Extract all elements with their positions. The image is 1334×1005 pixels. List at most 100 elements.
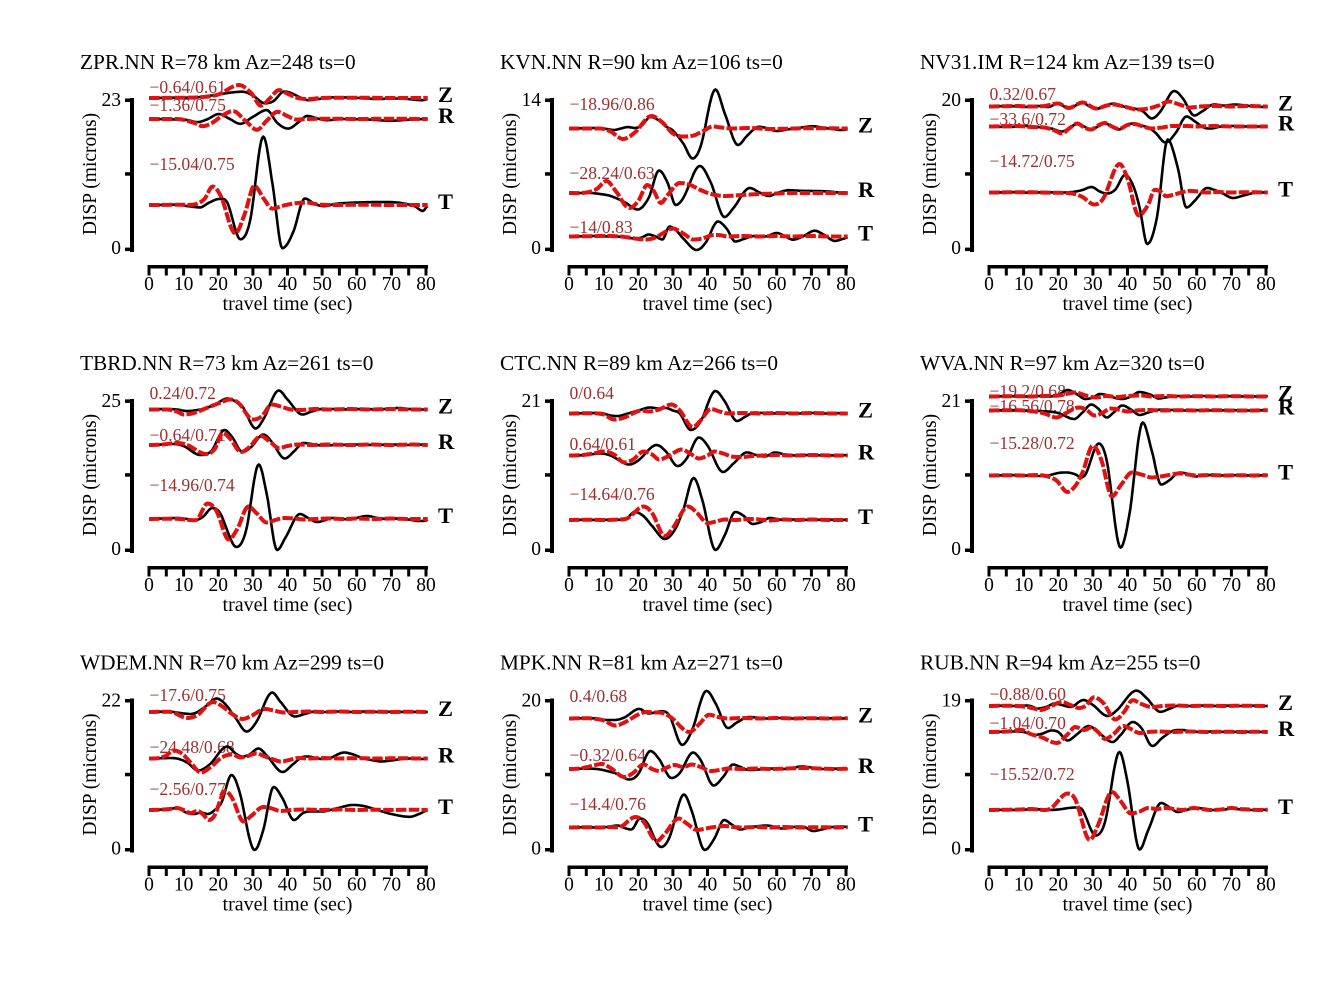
svg-text:T: T <box>1278 794 1293 819</box>
svg-text:20: 20 <box>628 875 648 896</box>
svg-text:Z: Z <box>858 113 873 138</box>
svg-text:WVA.NN R=97 km Az=320 ts=0: WVA.NN R=97 km Az=320 ts=0 <box>920 351 1205 375</box>
svg-text:R: R <box>858 440 875 465</box>
svg-text:20: 20 <box>208 274 228 295</box>
svg-text:50: 50 <box>312 875 332 896</box>
svg-text:40: 40 <box>1118 274 1138 295</box>
svg-text:travel time (sec): travel time (sec) <box>643 894 773 916</box>
svg-text:R: R <box>1278 395 1295 420</box>
svg-text:10: 10 <box>174 575 194 596</box>
svg-text:30: 30 <box>243 274 263 295</box>
svg-text:−14/0.83: −14/0.83 <box>570 217 633 237</box>
svg-text:60: 60 <box>1187 875 1207 896</box>
svg-text:40: 40 <box>1118 875 1138 896</box>
svg-text:DISP (microns): DISP (microns) <box>500 113 521 235</box>
svg-text:travel time (sec): travel time (sec) <box>1063 594 1193 616</box>
svg-text:20: 20 <box>942 90 962 111</box>
svg-text:−15.04/0.75: −15.04/0.75 <box>150 154 235 174</box>
svg-text:DISP (microns): DISP (microns) <box>500 713 521 835</box>
svg-text:60: 60 <box>347 274 367 295</box>
svg-text:19: 19 <box>942 690 962 711</box>
svg-text:80: 80 <box>836 274 856 295</box>
svg-text:travel time (sec): travel time (sec) <box>223 894 353 916</box>
svg-text:−15.28/0.72: −15.28/0.72 <box>990 433 1075 453</box>
svg-text:50: 50 <box>732 875 752 896</box>
svg-text:30: 30 <box>663 875 683 896</box>
svg-text:40: 40 <box>698 274 718 295</box>
svg-text:travel time (sec): travel time (sec) <box>1063 293 1193 315</box>
svg-text:KVN.NN R=90 km Az=106 ts=0: KVN.NN R=90 km Az=106 ts=0 <box>500 50 783 74</box>
svg-text:R: R <box>858 177 875 202</box>
svg-text:80: 80 <box>1256 274 1276 295</box>
svg-text:80: 80 <box>836 575 856 596</box>
svg-text:60: 60 <box>347 575 367 596</box>
svg-text:0: 0 <box>564 875 574 896</box>
svg-text:30: 30 <box>663 274 683 295</box>
svg-text:−17.6/0.75: −17.6/0.75 <box>150 685 227 705</box>
svg-text:R: R <box>1278 111 1295 136</box>
svg-text:travel time (sec): travel time (sec) <box>643 594 773 616</box>
svg-text:20: 20 <box>522 690 542 711</box>
svg-text:T: T <box>438 503 453 528</box>
svg-text:60: 60 <box>767 274 787 295</box>
svg-text:0: 0 <box>951 238 961 259</box>
svg-text:10: 10 <box>174 875 194 896</box>
svg-text:50: 50 <box>312 274 332 295</box>
svg-text:30: 30 <box>243 575 263 596</box>
svg-text:0: 0 <box>984 875 994 896</box>
svg-text:travel time (sec): travel time (sec) <box>223 293 353 315</box>
svg-text:travel time (sec): travel time (sec) <box>223 594 353 616</box>
svg-text:21: 21 <box>942 391 962 412</box>
svg-text:10: 10 <box>594 274 614 295</box>
svg-text:10: 10 <box>174 274 194 295</box>
svg-text:20: 20 <box>628 274 648 295</box>
svg-text:−14.4/0.76: −14.4/0.76 <box>570 794 647 814</box>
svg-text:−15.52/0.72: −15.52/0.72 <box>990 764 1075 784</box>
svg-text:−14.64/0.76: −14.64/0.76 <box>570 484 655 504</box>
svg-text:R: R <box>438 103 455 128</box>
svg-text:T: T <box>1278 460 1293 485</box>
svg-text:40: 40 <box>698 875 718 896</box>
svg-text:30: 30 <box>1083 274 1103 295</box>
svg-text:0: 0 <box>531 839 541 860</box>
svg-text:T: T <box>1278 177 1293 202</box>
svg-text:70: 70 <box>1222 274 1242 295</box>
svg-text:80: 80 <box>416 875 436 896</box>
svg-text:T: T <box>438 189 453 214</box>
svg-text:TBRD.NN R=73 km Az=261 ts=0: TBRD.NN R=73 km Az=261 ts=0 <box>80 351 373 375</box>
svg-text:−28.24/0.63: −28.24/0.63 <box>570 163 655 183</box>
svg-text:ZPR.NN R=78 km Az=248 ts=0: ZPR.NN R=78 km Az=248 ts=0 <box>80 50 356 74</box>
svg-text:30: 30 <box>243 875 263 896</box>
svg-text:20: 20 <box>1048 575 1068 596</box>
svg-text:DISP (microns): DISP (microns) <box>500 414 521 536</box>
svg-text:R: R <box>1278 716 1295 741</box>
svg-text:70: 70 <box>1222 575 1242 596</box>
svg-text:R: R <box>858 753 875 778</box>
svg-text:T: T <box>858 221 873 246</box>
svg-text:60: 60 <box>767 875 787 896</box>
svg-text:−14.96/0.74: −14.96/0.74 <box>150 475 235 495</box>
svg-text:80: 80 <box>836 875 856 896</box>
svg-text:T: T <box>858 504 873 529</box>
svg-text:80: 80 <box>416 575 436 596</box>
svg-text:−33.6/0.72: −33.6/0.72 <box>990 109 1066 129</box>
svg-text:0: 0 <box>144 575 154 596</box>
svg-text:10: 10 <box>1014 875 1034 896</box>
svg-text:30: 30 <box>663 575 683 596</box>
svg-text:70: 70 <box>382 575 402 596</box>
svg-text:25: 25 <box>102 391 122 412</box>
svg-text:0: 0 <box>951 539 961 560</box>
svg-text:40: 40 <box>278 575 298 596</box>
svg-text:50: 50 <box>732 274 752 295</box>
svg-text:travel time (sec): travel time (sec) <box>1063 894 1193 916</box>
svg-text:70: 70 <box>382 875 402 896</box>
svg-text:0: 0 <box>531 238 541 259</box>
svg-text:0: 0 <box>564 274 574 295</box>
svg-text:−1.04/0.70: −1.04/0.70 <box>990 713 1067 733</box>
svg-text:50: 50 <box>1152 875 1172 896</box>
svg-text:40: 40 <box>698 575 718 596</box>
svg-text:0: 0 <box>984 274 994 295</box>
svg-text:0: 0 <box>984 575 994 596</box>
svg-text:10: 10 <box>594 575 614 596</box>
svg-text:Z: Z <box>438 82 453 107</box>
